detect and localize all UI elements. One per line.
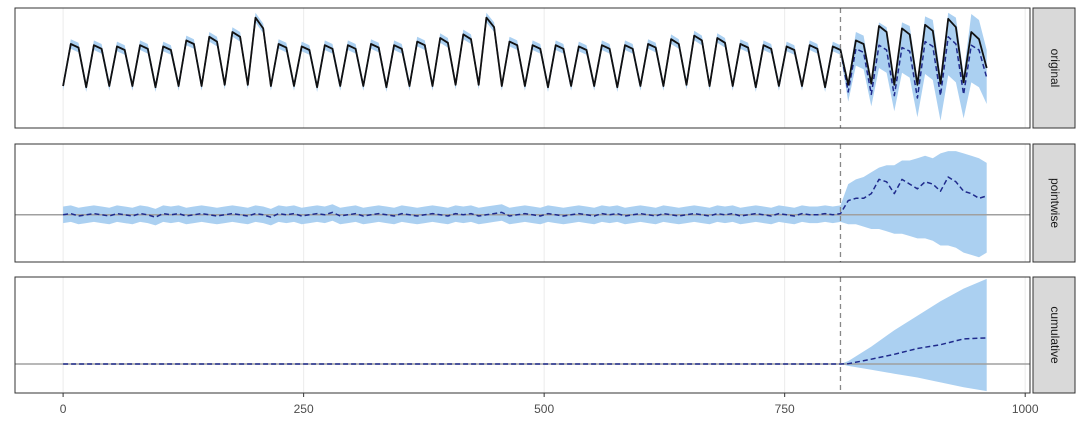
strip-background <box>1032 276 1076 394</box>
panel-background <box>15 277 1030 393</box>
panel <box>15 144 1030 262</box>
x-tick-label: 0 <box>60 402 67 416</box>
panel <box>15 277 1030 393</box>
strip-label: pointwise <box>1048 178 1062 228</box>
panel-border <box>14 143 1031 263</box>
predicted-line <box>63 337 987 365</box>
panel-background <box>15 8 1030 128</box>
panel-border <box>14 276 1031 394</box>
x-tick-label: 250 <box>294 402 314 416</box>
strip-background <box>1032 143 1076 263</box>
x-tick-label: 1000 <box>1012 402 1039 416</box>
strip-label: cumulative <box>1048 306 1062 364</box>
actual-line <box>62 16 988 89</box>
predicted-line <box>62 176 987 218</box>
interval-band <box>63 12 987 121</box>
panel <box>62 8 1026 128</box>
strip-background <box>1032 7 1076 129</box>
strip-label: original <box>1048 49 1062 88</box>
x-tick-label: 750 <box>775 402 795 416</box>
x-tick-label: 500 <box>534 402 554 416</box>
panel-border <box>14 7 1031 129</box>
